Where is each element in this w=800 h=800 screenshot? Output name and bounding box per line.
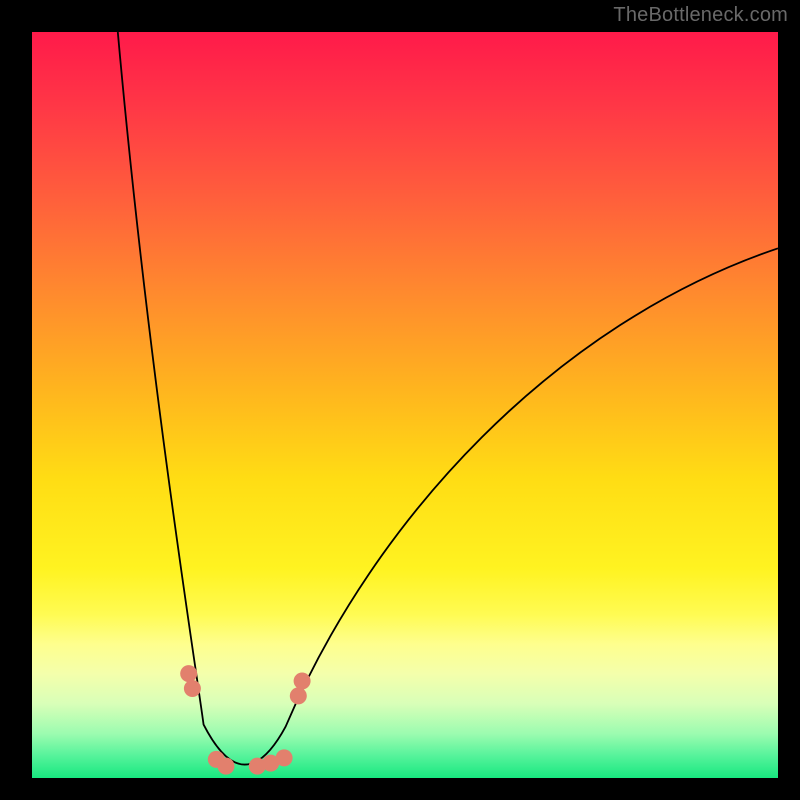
plot-area <box>32 32 778 778</box>
bottleneck-curve-chart <box>32 32 778 778</box>
data-marker <box>290 687 307 704</box>
data-marker <box>294 673 311 690</box>
bottleneck-curve <box>118 32 778 765</box>
data-marker <box>218 758 235 775</box>
data-marker <box>276 749 293 766</box>
data-marker <box>180 665 197 682</box>
data-marker <box>184 680 201 697</box>
watermark-text: TheBottleneck.com <box>613 4 788 27</box>
chart-container: TheBottleneck.com <box>0 0 800 800</box>
